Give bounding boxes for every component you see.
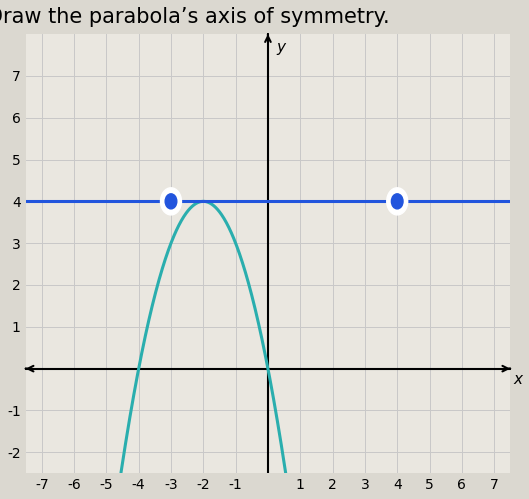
Text: y: y: [276, 40, 285, 55]
Text: Draw the parabola’s axis of symmetry.: Draw the parabola’s axis of symmetry.: [0, 7, 389, 27]
Circle shape: [160, 188, 181, 215]
Circle shape: [391, 194, 403, 209]
Text: x: x: [514, 372, 523, 387]
Circle shape: [387, 188, 408, 215]
Circle shape: [165, 194, 177, 209]
